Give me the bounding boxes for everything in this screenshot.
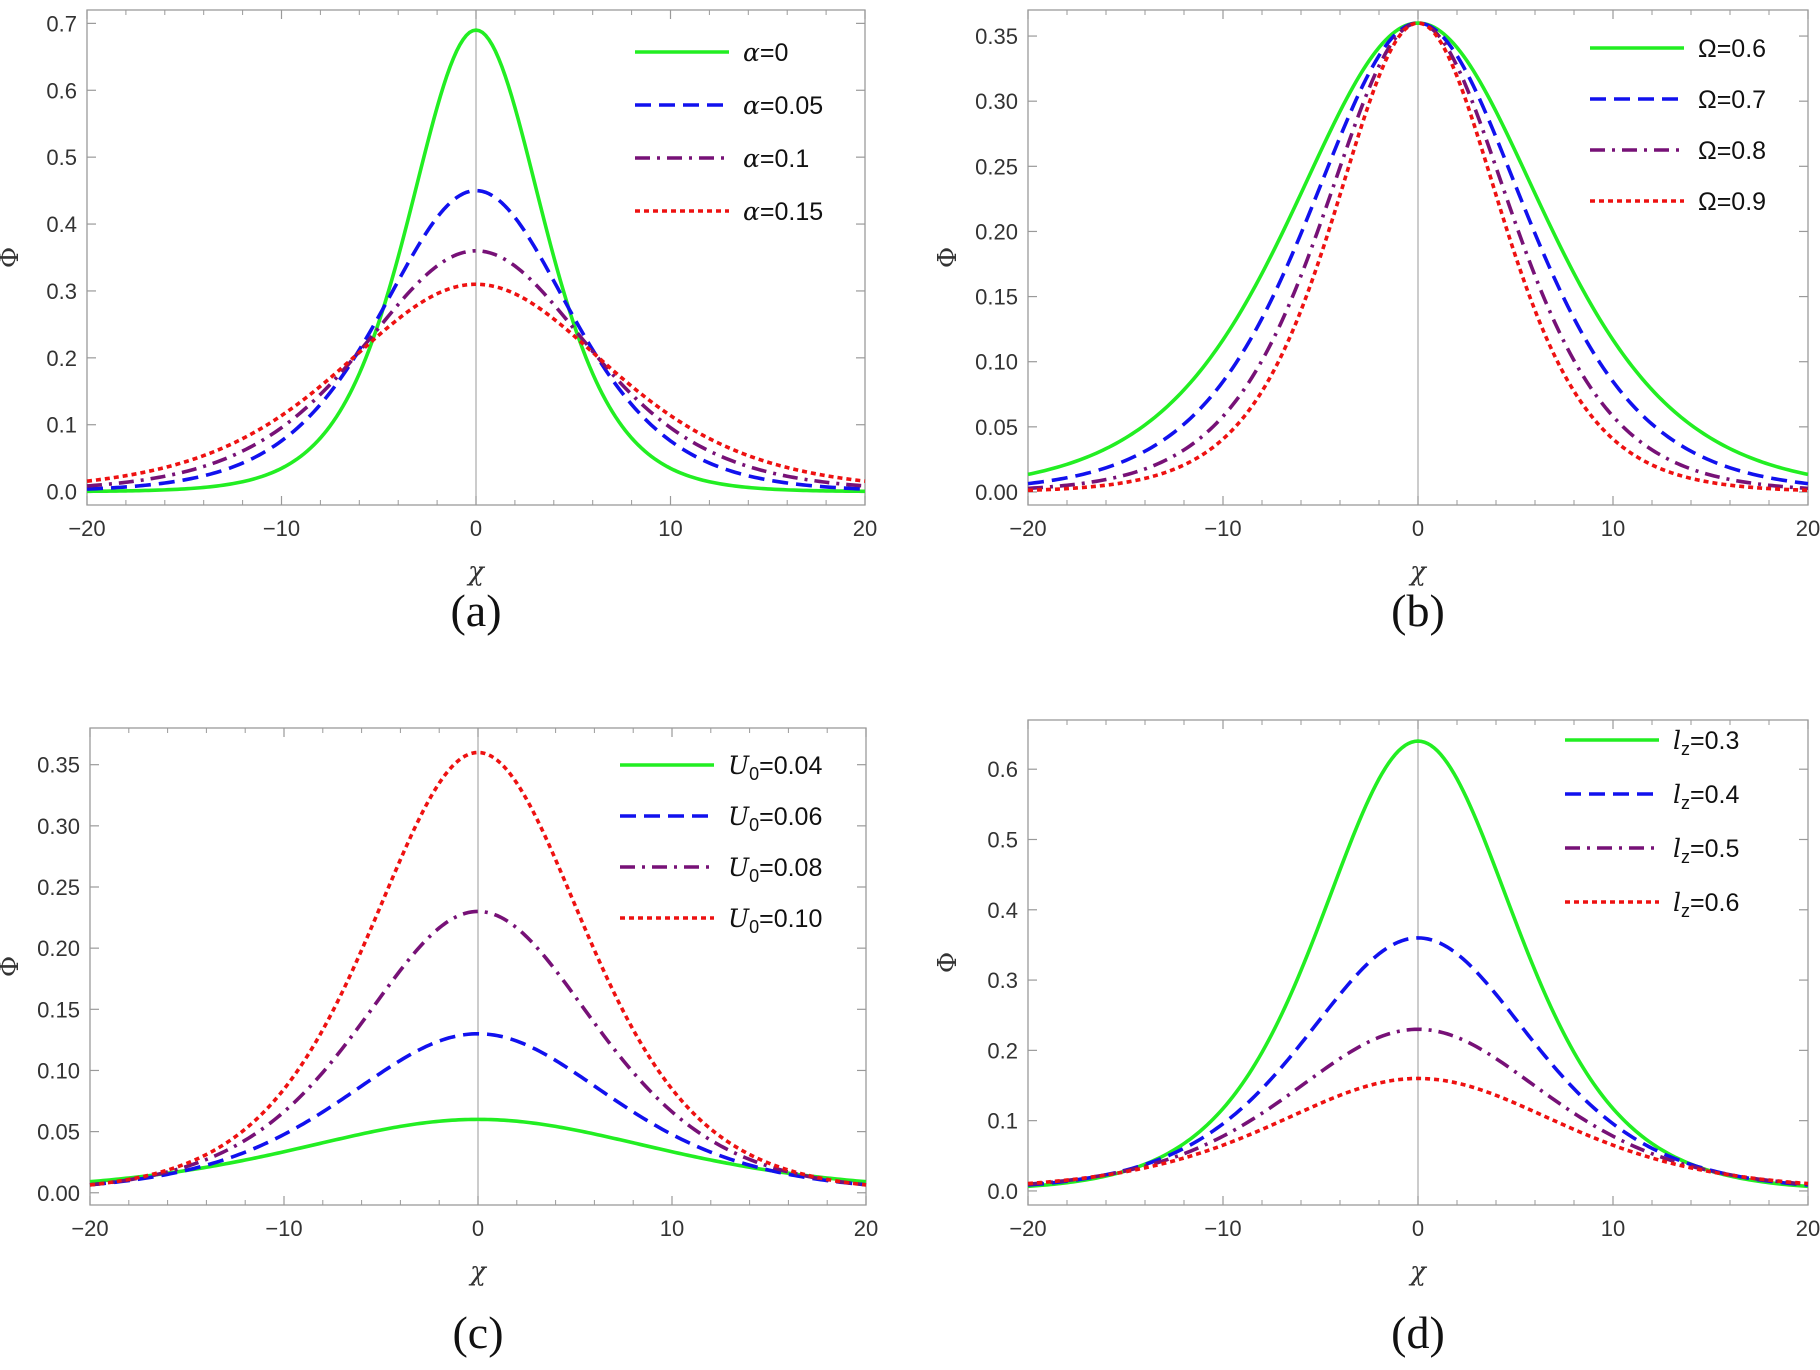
legend-entry: α=0.1 [743,144,809,173]
y-tick-label: 0.7 [46,11,77,36]
legend-entry: lz=0.4 [1673,780,1739,813]
legend-entry: α=0.05 [743,91,823,120]
y-tick-label: 0.35 [975,24,1018,49]
x-tick-label: 0 [1412,1216,1424,1241]
x-axis-label: χ [1408,557,1428,587]
x-tick-label: −10 [1204,1216,1241,1241]
y-tick-label: 0.2 [987,1038,1018,1063]
y-tick-label: 0.25 [37,875,80,900]
y-tick-label: 0.5 [987,827,1018,852]
y-axis-label: Φ [0,247,25,268]
legend-entry: U0=0.06 [728,802,822,835]
y-tick-label: 0.6 [46,78,77,103]
legend-entry: Ω=0.9 [1698,188,1766,216]
y-axis-label: Φ [0,956,25,977]
y-tick-label: 0.6 [987,757,1018,782]
x-tick-label: 10 [1601,1216,1625,1241]
series-line-1 [86,28,866,494]
x-tick-label: −20 [1009,516,1046,541]
legend-entry: Ω=0.7 [1698,86,1766,114]
y-tick-label: 0.05 [37,1120,80,1145]
series-line-2 [86,188,866,491]
series-line-3 [1027,21,1809,491]
series-line-3 [89,909,867,1187]
y-tick-label: 0.10 [37,1058,80,1083]
y-tick-label: 0.0 [987,1179,1018,1204]
x-axis-label: χ [466,557,486,587]
x-tick-label: −20 [1009,1216,1046,1241]
y-tick-label: 0.3 [987,968,1018,993]
x-tick-label: 20 [1796,1216,1820,1241]
series-line-3 [86,249,866,488]
series-line-1 [1027,21,1809,477]
x-axis-label: χ [468,1257,488,1287]
x-tick-label: 0 [1412,516,1424,541]
y-tick-label: 0.3 [46,279,77,304]
legend-entry: U0=0.04 [728,751,822,784]
series-line-4 [1027,21,1809,493]
panel-caption: (a) [450,585,501,636]
x-tick-label: 0 [472,1216,484,1241]
y-tick-label: 0.15 [975,285,1018,310]
x-axis-label: χ [1408,1257,1428,1287]
y-tick-label: 0.20 [975,219,1018,244]
x-tick-label: −20 [71,1216,108,1241]
chart-panel-3: −20 −10 0 10 20 0.00 0.05 0.10 0.15 0.20 0.25 0.30 0… [0,727,878,1358]
panel-caption: (b) [1391,585,1445,636]
chart-panel-4: −20 −10 0 10 20 0.0 0.1 0.2 0.3 0.4 0.5 0.6 χ Φlz=0.3… [933,719,1820,1358]
series-line-2 [1027,936,1809,1187]
y-tick-label: 0.1 [987,1109,1018,1134]
y-tick-label: 0.25 [975,154,1018,179]
chart-panel-1: −20 −10 0 10 20 0.0 0.1 0.2 0.3 0.4 0.5 0.6 0.7 χ Φα=0… [0,9,877,636]
y-tick-label: 0.20 [37,936,80,961]
legend-entry: Ω=0.6 [1698,35,1766,63]
legend-entry: Ω=0.8 [1698,137,1766,165]
x-tick-label: 20 [854,1216,878,1241]
series-line-3 [1027,1027,1809,1187]
x-tick-label: −10 [265,1216,302,1241]
legend-entry: U0=0.10 [728,904,822,937]
y-axis-label: Φ [933,952,963,973]
legend-entry: α=0.15 [743,197,823,226]
y-tick-label: 0.05 [975,415,1018,440]
legend-entry: lz=0.6 [1673,888,1739,921]
y-tick-label: 0.35 [37,753,80,778]
y-tick-label: 0.15 [37,997,80,1022]
panel-caption: (c) [452,1307,503,1358]
legend-entry: lz=0.5 [1673,834,1739,867]
x-tick-label: −10 [1204,516,1241,541]
y-tick-label: 0.30 [975,89,1018,114]
y-tick-label: 0.30 [37,814,80,839]
series-line-4 [1027,1076,1809,1186]
chart-panel-2: −20 −10 0 10 20 0.00 0.05 0.10 0.15 0.20 0.25 0.30 0… [933,9,1820,636]
y-tick-label: 0.10 [975,350,1018,375]
panel-caption: (d) [1391,1307,1445,1358]
series-line-2 [89,1031,867,1187]
y-tick-label: 0.4 [987,898,1018,923]
legend-entry: lz=0.3 [1673,726,1739,759]
series-line-4 [89,750,867,1187]
x-tick-label: 10 [658,516,682,541]
x-tick-label: 20 [853,516,877,541]
y-tick-label: 0.0 [46,480,77,505]
y-tick-label: 0.2 [46,346,77,371]
x-tick-label: 0 [470,516,482,541]
y-tick-label: 0.00 [975,480,1018,505]
x-tick-label: 10 [1601,516,1625,541]
legend-entry: U0=0.08 [728,853,822,886]
y-axis-label: Φ [933,247,963,268]
y-tick-label: 0.1 [46,413,77,438]
series-line-4 [86,282,866,483]
legend-entry: α=0 [743,38,788,67]
x-tick-label: 10 [660,1216,684,1241]
x-tick-label: −10 [263,516,300,541]
y-tick-label: 0.5 [46,145,77,170]
y-tick-label: 0.4 [46,212,77,237]
series-line-1 [89,1117,867,1184]
x-tick-label: 20 [1796,516,1820,541]
y-tick-label: 0.00 [37,1181,80,1206]
x-tick-label: −20 [68,516,105,541]
